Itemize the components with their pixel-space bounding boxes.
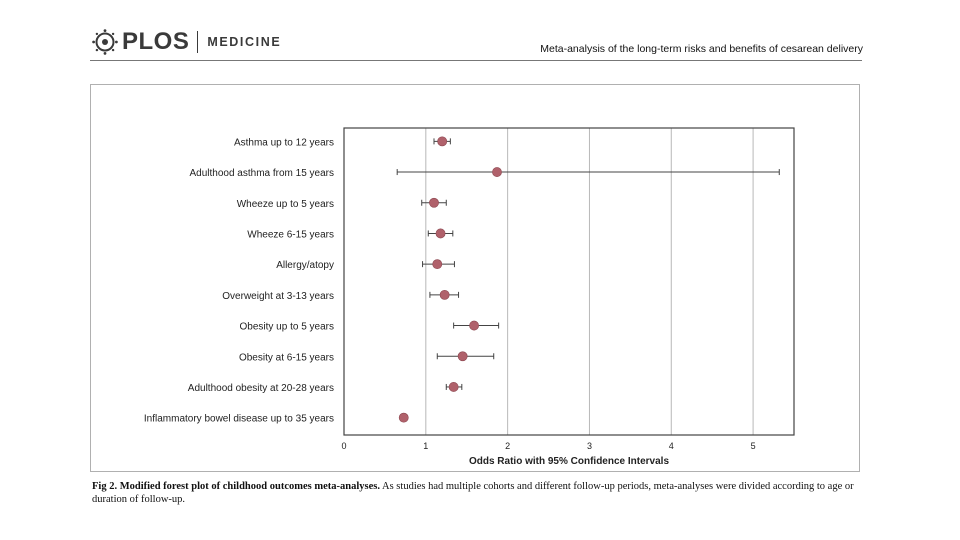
row-label-5: Allergy/atopy	[276, 260, 334, 271]
row-label-3: Wheeze up to 5 years	[237, 199, 334, 210]
forest-plot: 0 1 2 3 4 5 Odds Ratio with 95% Confidence Int…	[144, 127, 795, 467]
running-title: Meta-analysis of the long-term risks and…	[540, 43, 863, 55]
row-label-9: Adulthood obesity at 20-28 years	[188, 383, 334, 394]
caption-fig-label: Fig 2.	[92, 481, 118, 492]
x-tick-label-5: 5	[751, 441, 756, 451]
x-tick-label-3: 3	[587, 441, 592, 451]
journal-name: MEDICINE	[207, 35, 282, 49]
or-marker-4	[435, 228, 446, 239]
x-axis-label: Odds Ratio with 95% Confidence Intervals	[469, 456, 669, 467]
row-label-2: Adulthood asthma from 15 years	[189, 168, 334, 179]
row-label-6: Overweight at 3-13 years	[222, 291, 334, 302]
caption-fig-title: Modified forest plot of childhood outcom…	[119, 481, 380, 492]
row-label-7: Obesity up to 5 years	[240, 322, 335, 333]
or-marker-8	[457, 351, 468, 362]
or-marker-2	[492, 167, 502, 177]
x-tick-label-0: 0	[341, 441, 346, 451]
logo-divider	[197, 31, 199, 53]
caption-text: As studies had multiple cohorts and diff…	[92, 481, 854, 505]
figure-caption: Fig 2. Modified forest plot of childhood…	[92, 481, 862, 506]
plos-logo-icon	[92, 29, 118, 55]
or-marker-7	[469, 320, 479, 331]
row-label-1: Asthma up to 12 years	[234, 137, 334, 148]
brand-name: PLOS	[122, 28, 190, 55]
or-marker-9	[448, 382, 459, 392]
or-marker-10	[398, 412, 409, 423]
x-tick-label-4: 4	[669, 441, 674, 451]
or-marker-1	[437, 136, 448, 147]
plot-frame	[343, 127, 795, 436]
row-label-4: Wheeze 6-15 years	[247, 229, 334, 240]
or-marker-3	[429, 197, 439, 208]
header-rule	[90, 60, 862, 61]
figure-frame	[90, 84, 860, 472]
journal-logo: PLOS MEDICINE	[92, 28, 281, 56]
x-tick-label-2: 2	[505, 441, 510, 451]
or-marker-5	[432, 259, 443, 270]
row-label-8: Obesity at 6-15 years	[239, 352, 334, 363]
or-marker-6	[439, 289, 450, 300]
x-tick-label-1: 1	[423, 441, 428, 451]
row-label-10: Inflammatory bowel disease up to 35 year…	[144, 414, 334, 425]
